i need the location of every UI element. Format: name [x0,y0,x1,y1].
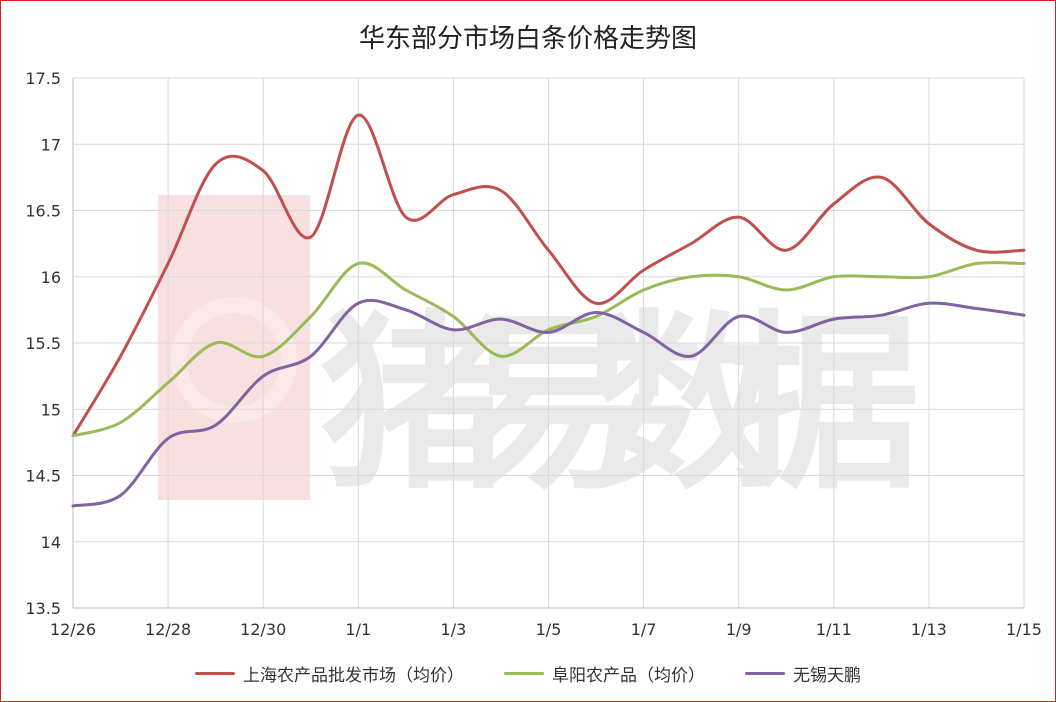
legend-label: 无锡天鹏 [793,665,861,686]
x-tick-label: 1/15 [1006,620,1042,639]
x-tick-label: 1/9 [726,620,752,639]
axes: 13.5 14 14.5 15 15.5 16 16.5 17 17.5 12/26 12/28 12… [25,69,1042,639]
legend-label: 上海农产品批发市场（均价） [243,665,464,686]
x-tick-label: 12/28 [145,620,191,639]
y-tick-label: 14 [41,533,61,552]
chart-title: 华东部分市场白条价格走势图 [358,24,697,54]
y-tick-label: 13.5 [25,599,61,618]
x-tick-label: 1/11 [816,620,852,639]
watermark-logo-ring [171,297,297,423]
legend-item-3: 无锡天鹏 [745,661,861,686]
x-tick-label: 1/3 [441,620,467,639]
y-tick-label: 14.5 [25,467,61,486]
y-tick-label: 16.5 [25,202,61,221]
x-tick-label: 1/7 [631,620,657,639]
y-tick-label: 17 [41,135,61,154]
legend: 上海农产品批发市场（均价） 阜阳农产品（均价） 无锡天鹏 [0,658,1056,688]
x-tick-label: 1/1 [345,620,371,639]
x-tick-label: 12/26 [50,620,96,639]
y-tick-label: 16 [41,268,61,287]
y-tick-label: 15 [41,400,61,419]
legend-swatch [504,671,544,675]
legend-swatch [195,671,235,675]
legend-item-1: 上海农产品批发市场（均价） [195,661,464,686]
y-tick-label: 17.5 [25,69,61,88]
series-line-3 [71,298,1026,508]
watermark: 猪易数据 [158,195,920,515]
x-tick-label: 1/5 [536,620,562,639]
x-tick-label: 12/30 [240,620,286,639]
series-line-1 [71,113,1026,438]
watermark-text: 猪易数据 [320,294,920,515]
y-tick-label: 15.5 [25,334,61,353]
legend-swatch [745,671,785,675]
x-tick-label: 1/13 [911,620,947,639]
legend-label: 阜阳农产品（均价） [552,665,705,686]
series-lines [71,113,1026,508]
legend-item-2: 阜阳农产品（均价） [504,661,705,686]
